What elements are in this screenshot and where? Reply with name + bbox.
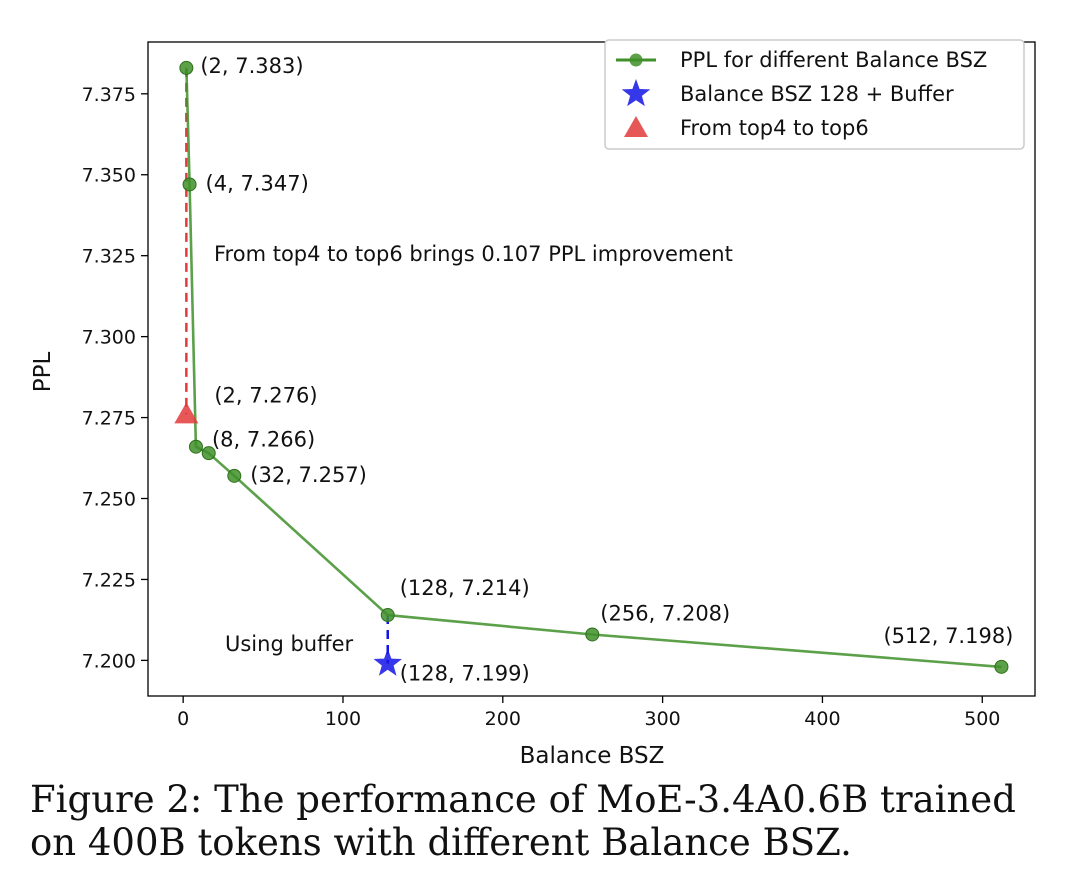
x-tick-label: 0 <box>177 708 189 730</box>
y-tick-label: 7.225 <box>82 569 136 591</box>
data-label-ppl: (512, 7.198) <box>883 624 1013 648</box>
data-point-ppl <box>188 439 203 454</box>
y-axis-label: PPL <box>30 352 56 393</box>
ppl-chart: 0 100 200 300 400 500 7.200 7.225 7.250 7.275 7.30… <box>30 39 1036 769</box>
y-tick-label: 7.325 <box>82 246 136 268</box>
legend-label-top6: From top4 to top6 <box>680 116 869 140</box>
x-axis-label: Balance BSZ <box>520 743 665 769</box>
series-line-ppl <box>185 67 1002 669</box>
data-label-ppl: (32, 7.257) <box>250 463 367 487</box>
y-tick-label: 7.275 <box>82 408 136 430</box>
legend-label-ppl: PPL for different Balance BSZ <box>680 48 987 72</box>
legend: PPL for different Balance BSZ Balance BS… <box>604 39 1025 150</box>
legend-line-marker <box>629 53 643 67</box>
data-label-ppl: (2, 7.383) <box>200 54 303 78</box>
data-point-ppl <box>201 446 216 461</box>
legend-label-buffer: Balance BSZ 128 + Buffer <box>680 82 954 106</box>
y-tick-label: 7.350 <box>82 165 136 187</box>
data-point-ppl <box>585 627 600 642</box>
data-point-ppl <box>994 659 1009 674</box>
x-tick-label: 200 <box>485 708 521 730</box>
annotation-top6-improvement: From top4 to top6 brings 0.107 PPL impro… <box>214 242 733 266</box>
data-point-ppl <box>179 60 194 75</box>
data-label-ppl: (8, 7.266) <box>212 428 315 452</box>
star-marker-buffer <box>373 648 402 676</box>
data-label-ppl: (128, 7.214) <box>400 576 530 600</box>
data-point-ppl <box>380 608 395 623</box>
data-label-buffer: (128, 7.199) <box>400 662 530 686</box>
y-tick-label: 7.300 <box>82 327 136 349</box>
x-tick-label: 500 <box>964 708 1000 730</box>
y-tick-label: 7.375 <box>82 84 136 106</box>
data-label-ppl: (256, 7.208) <box>600 601 730 625</box>
annotation-using-buffer: Using buffer <box>225 632 353 656</box>
legend-box <box>604 39 1025 150</box>
data-label-ppl: (4, 7.347) <box>206 171 309 195</box>
x-tick-label: 400 <box>804 708 840 730</box>
y-tick-label: 7.250 <box>82 489 136 511</box>
plot-frame <box>147 41 1036 697</box>
legend-star-icon <box>621 79 651 107</box>
y-tick-label: 7.200 <box>82 650 136 672</box>
legend-triangle-icon <box>624 116 648 137</box>
x-tick-label: 300 <box>644 708 680 730</box>
x-tick-label: 100 <box>325 708 361 730</box>
data-point-ppl <box>227 468 242 483</box>
data-label-top6: (2, 7.276) <box>214 383 317 407</box>
triangle-marker-top6 <box>174 402 199 424</box>
data-point-ppl <box>182 177 197 192</box>
figure-caption: Figure 2: The performance of MoE-3.4A0.6… <box>30 778 1016 864</box>
